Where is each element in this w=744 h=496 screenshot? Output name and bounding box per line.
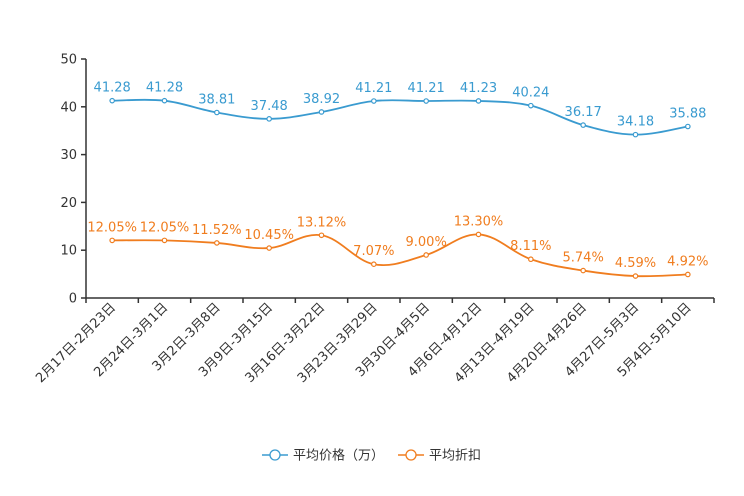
data-label: 7.07% bbox=[353, 244, 394, 259]
data-point[interactable] bbox=[685, 271, 691, 278]
data-label: 41.28 bbox=[94, 81, 131, 96]
data-point[interactable] bbox=[318, 109, 325, 115]
data-label: 41.23 bbox=[460, 81, 497, 96]
data-point[interactable] bbox=[214, 109, 220, 116]
data-label: 34.18 bbox=[617, 115, 654, 130]
data-label: 8.11% bbox=[510, 239, 551, 254]
data-label: 38.92 bbox=[303, 92, 340, 107]
data-point[interactable] bbox=[266, 245, 272, 251]
data-point[interactable] bbox=[632, 273, 639, 279]
data-point[interactable] bbox=[528, 256, 534, 263]
data-label: 13.30% bbox=[454, 214, 504, 229]
data-point[interactable] bbox=[632, 131, 639, 138]
data-label: 10.45% bbox=[244, 228, 294, 243]
data-point[interactable] bbox=[214, 240, 220, 246]
data-label: 13.12% bbox=[297, 215, 347, 230]
data-point[interactable] bbox=[528, 102, 534, 109]
data-label: 40.24 bbox=[512, 86, 549, 101]
data-label: 12.05% bbox=[87, 220, 137, 235]
data-label: 5.74% bbox=[563, 251, 604, 266]
y-axis: 0 10 20 30 40 50 bbox=[60, 53, 87, 307]
data-label: 12.05% bbox=[140, 220, 190, 235]
data-point[interactable] bbox=[161, 97, 168, 104]
y-tick-label: 10 bbox=[60, 244, 77, 259]
legend-label: 平均折扣 bbox=[429, 449, 481, 464]
legend: 平均价格（万） 平均折扣 bbox=[262, 448, 481, 464]
data-point[interactable] bbox=[423, 98, 429, 104]
data-label: 4.59% bbox=[615, 256, 656, 271]
data-point[interactable] bbox=[318, 232, 325, 239]
legend-item-2[interactable]: 平均折扣 bbox=[398, 449, 481, 464]
y-tick-label: 30 bbox=[60, 148, 77, 163]
data-point[interactable] bbox=[371, 261, 377, 268]
data-point[interactable] bbox=[371, 98, 377, 104]
data-label: 9.00% bbox=[406, 235, 447, 250]
series-2: 12.05% 12.05% 11.52% 10.45%13.12%7.07%9.00%… bbox=[87, 214, 708, 279]
data-point[interactable] bbox=[475, 231, 482, 238]
legend-item-1[interactable]: 平均价格（万） bbox=[262, 448, 384, 464]
series-layer: 41.28 41.28 38.81 37.48 38.92 41.21 41.21 41.23… bbox=[87, 81, 708, 279]
y-tick-label: 50 bbox=[60, 53, 77, 68]
data-label: 36.17 bbox=[565, 105, 602, 120]
data-label: 38.81 bbox=[198, 92, 235, 107]
series-1: 41.28 41.28 38.81 37.48 38.92 41.21 41.21 41.23… bbox=[94, 81, 706, 138]
y-tick-label: 0 bbox=[69, 292, 77, 307]
data-label: 35.88 bbox=[669, 106, 706, 121]
y-tick-label: 20 bbox=[60, 196, 77, 211]
data-point[interactable] bbox=[109, 237, 115, 244]
x-axis: 2月17日-2月23日2月24日-3月1日3月2日-3月8日3月9日-3月15日… bbox=[33, 297, 715, 386]
legend-label: 平均价格（万） bbox=[293, 448, 384, 464]
legend-marker bbox=[405, 449, 417, 461]
legend-marker bbox=[269, 449, 281, 461]
y-tick-label: 40 bbox=[60, 100, 77, 115]
data-point[interactable] bbox=[580, 267, 586, 274]
data-label: 41.21 bbox=[408, 81, 445, 96]
data-point[interactable] bbox=[109, 97, 115, 104]
data-label: 41.28 bbox=[146, 81, 183, 96]
series-line bbox=[112, 233, 688, 278]
data-point[interactable] bbox=[423, 252, 429, 258]
data-point[interactable] bbox=[685, 123, 691, 130]
series-line bbox=[112, 98, 688, 136]
data-point[interactable] bbox=[475, 98, 482, 104]
data-point[interactable] bbox=[580, 122, 586, 128]
data-label: 37.48 bbox=[251, 99, 288, 114]
data-point[interactable] bbox=[161, 237, 168, 244]
data-label: 11.52% bbox=[192, 223, 242, 238]
data-label: 4.92% bbox=[667, 254, 708, 269]
data-label: 41.21 bbox=[355, 81, 392, 96]
data-point[interactable] bbox=[266, 116, 272, 122]
